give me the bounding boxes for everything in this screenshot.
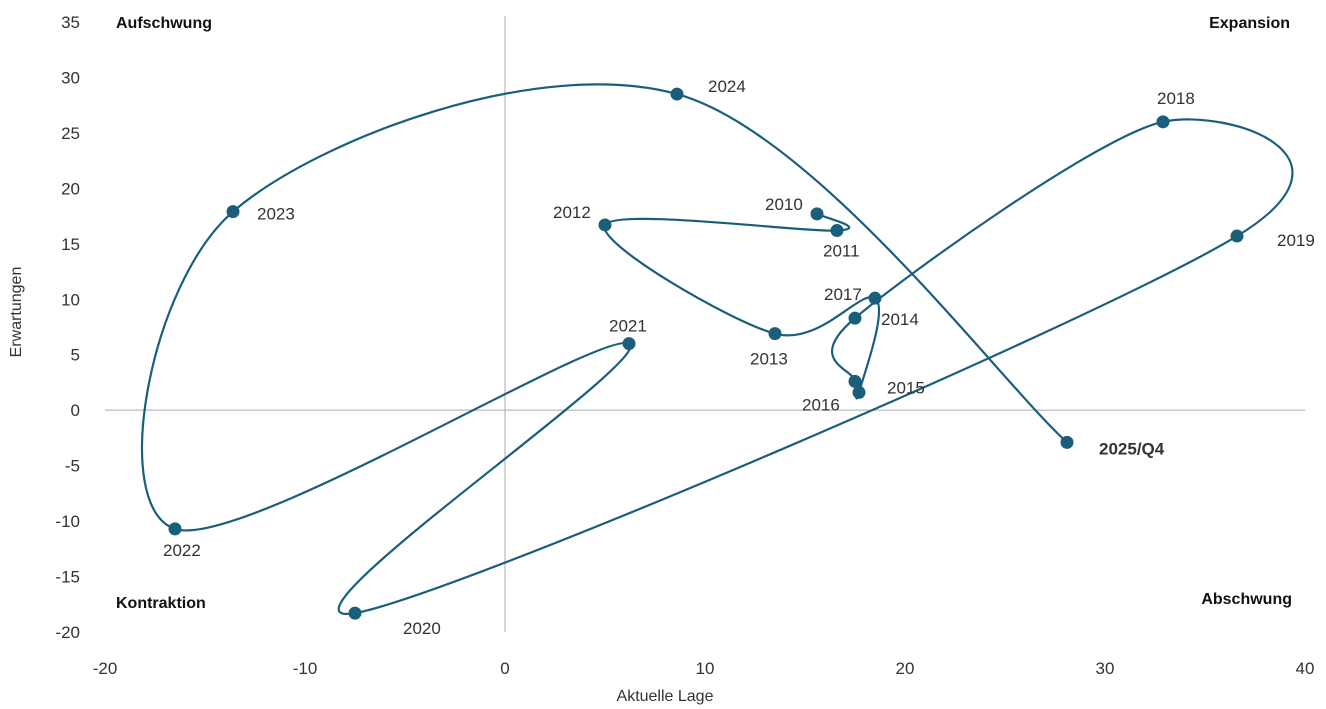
data-point bbox=[830, 224, 844, 238]
point-label: 2014 bbox=[881, 310, 919, 329]
data-point bbox=[670, 87, 684, 101]
quadrant-label-bottom-left: Kontraktion bbox=[116, 595, 206, 612]
x-tick-label: -20 bbox=[93, 659, 118, 678]
data-point bbox=[1156, 115, 1170, 129]
y-tick-label: -5 bbox=[65, 457, 80, 476]
y-axis-title: Erwartungen bbox=[8, 267, 25, 358]
y-tick-label: 10 bbox=[61, 290, 80, 309]
y-tick-label: 35 bbox=[61, 13, 80, 32]
point-label: 2015 bbox=[887, 378, 925, 397]
point-label: 2023 bbox=[257, 205, 295, 224]
y-tick-label: 20 bbox=[61, 179, 80, 198]
series-points: 2010 2011 2012 2013 2014 2015 2016 2017 2018 2019… bbox=[163, 77, 1315, 638]
point-label: 2022 bbox=[163, 541, 201, 560]
y-tick-label: 30 bbox=[61, 68, 80, 87]
data-point bbox=[622, 337, 636, 351]
y-tick-label: -15 bbox=[55, 568, 80, 587]
series-line bbox=[141, 83, 1294, 615]
data-point bbox=[598, 218, 612, 232]
data-point bbox=[848, 311, 862, 325]
point-label: 2013 bbox=[750, 350, 788, 369]
data-point bbox=[1230, 229, 1244, 243]
point-label: 2019 bbox=[1277, 231, 1315, 250]
data-point bbox=[226, 205, 240, 219]
quadrant-label-top-right: Expansion bbox=[1209, 15, 1290, 32]
point-label: 2012 bbox=[553, 203, 591, 222]
point-label: 2017 bbox=[824, 285, 862, 304]
data-point bbox=[852, 385, 866, 399]
y-tick-label: 0 bbox=[71, 401, 80, 420]
quadrant-labels: Aufschwung Expansion Kontraktion Abschwu… bbox=[116, 15, 1292, 612]
x-tick-label: 30 bbox=[1096, 659, 1115, 678]
data-point bbox=[810, 207, 824, 221]
y-tick-label: 5 bbox=[71, 346, 80, 365]
data-point bbox=[848, 374, 862, 388]
point-label: 2011 bbox=[823, 242, 860, 261]
data-point bbox=[168, 522, 182, 536]
series-line-layer bbox=[141, 83, 1294, 615]
quadrant-label-top-left: Aufschwung bbox=[116, 15, 212, 32]
quadrant-label-bottom-right: Abschwung bbox=[1201, 591, 1292, 608]
x-axis-title: Aktuelle Lage bbox=[617, 688, 714, 705]
point-label: 2016 bbox=[802, 395, 840, 414]
y-tick-label: 15 bbox=[61, 235, 80, 254]
point-label: 2010 bbox=[765, 195, 803, 214]
x-tick-label: 10 bbox=[696, 659, 715, 678]
y-tick-label: 25 bbox=[61, 124, 80, 143]
point-label: 2024 bbox=[708, 77, 746, 96]
x-tick-label: -10 bbox=[293, 659, 318, 678]
x-tick-label: 0 bbox=[500, 659, 509, 678]
data-point bbox=[1060, 435, 1074, 449]
point-label: 2025/Q4 bbox=[1099, 439, 1165, 458]
x-tick-label: 40 bbox=[1296, 659, 1315, 678]
data-point bbox=[868, 291, 882, 305]
point-label: 2020 bbox=[403, 619, 441, 638]
data-point bbox=[768, 327, 782, 341]
point-label: 2021 bbox=[609, 317, 647, 336]
x-tick-label: 20 bbox=[896, 659, 915, 678]
y-tick-label: -20 bbox=[55, 623, 80, 642]
data-point bbox=[348, 606, 362, 620]
y-tick-label: -10 bbox=[55, 512, 80, 531]
point-label: 2018 bbox=[1157, 89, 1195, 108]
